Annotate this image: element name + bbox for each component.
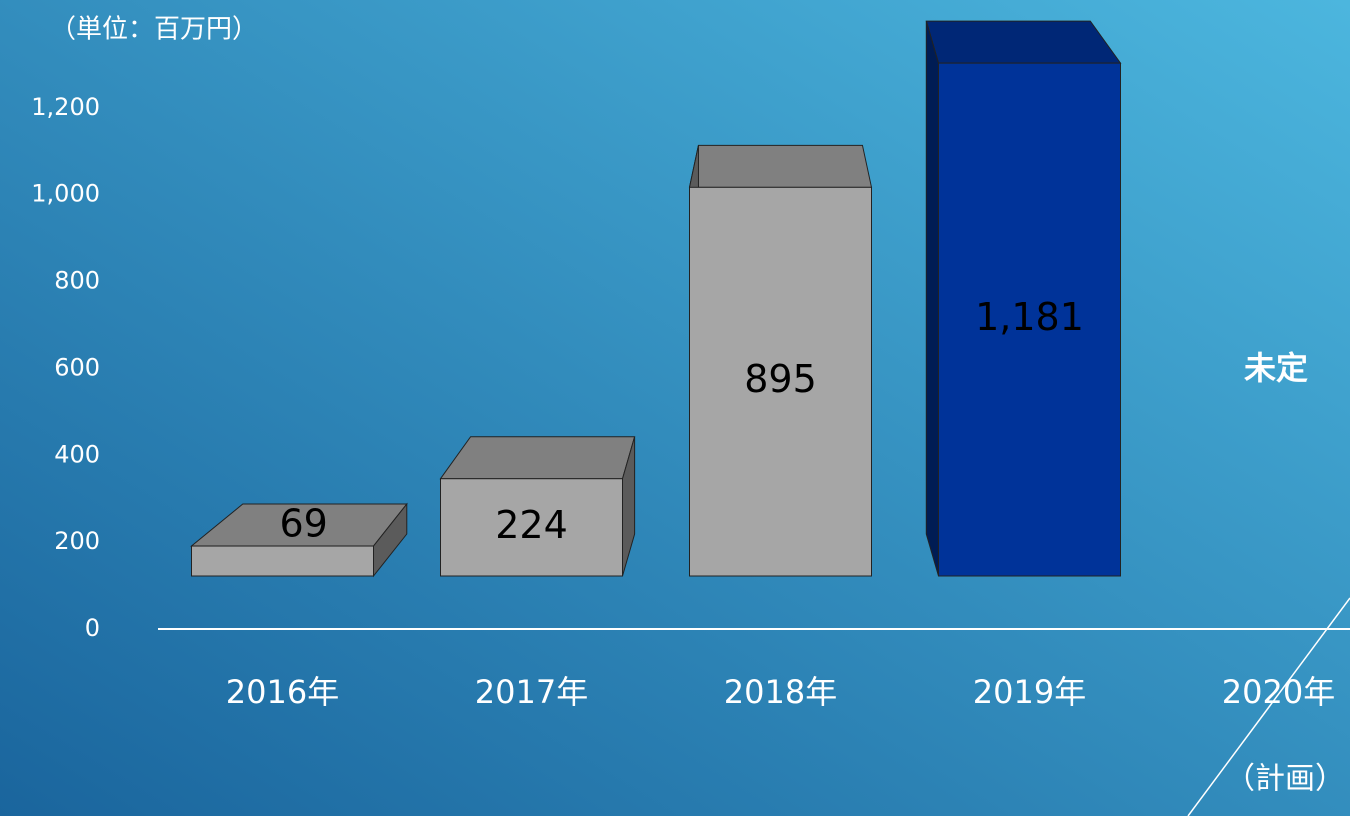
- y-tick-label: 200: [54, 527, 100, 555]
- value-label: 1,181: [975, 295, 1084, 339]
- bar-top: [688, 144, 873, 188]
- y-tick-label: 600: [54, 353, 100, 381]
- category-note: （計画）: [1225, 762, 1345, 797]
- value-label: 224: [495, 503, 568, 547]
- x-tick-label: 2017年: [475, 673, 588, 711]
- y-tick-label: 400: [54, 440, 100, 468]
- decorative-line: [1187, 597, 1350, 816]
- bar-side: [925, 20, 939, 577]
- x-tick-label: 2016年: [226, 673, 339, 711]
- bar: [938, 62, 1121, 577]
- unit-label: （単位：百万円）: [50, 15, 258, 45]
- x-tick-label: 2019年: [973, 673, 1086, 711]
- bar-top: [925, 20, 1122, 64]
- y-tick-label: 800: [54, 267, 100, 295]
- annotation: 未定: [1244, 349, 1308, 387]
- bar: [440, 478, 623, 577]
- y-tick-label: 1,200: [31, 93, 100, 121]
- bar: [191, 545, 374, 577]
- x-tick-label: 2020年: [1222, 673, 1335, 711]
- value-label: 69: [279, 502, 327, 546]
- bar: [689, 186, 872, 577]
- value-label: 895: [744, 357, 817, 401]
- x-tick-label: 2018年: [724, 673, 837, 711]
- y-tick-label: 0: [85, 614, 100, 642]
- y-tick-label: 1,000: [31, 180, 100, 208]
- bar-top: [439, 436, 636, 480]
